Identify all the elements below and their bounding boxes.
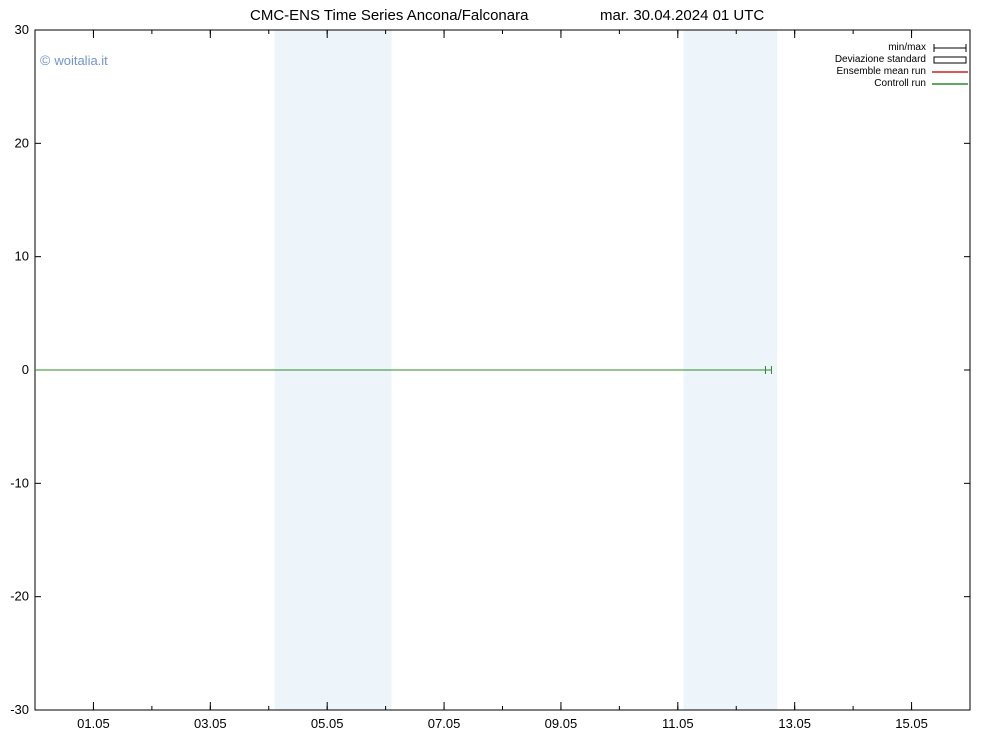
y-tick-label: -20 (10, 589, 29, 604)
x-tick-label: 05.05 (311, 716, 344, 731)
legend-swatch (930, 67, 970, 77)
legend-item: Ensemble mean run (835, 66, 970, 78)
y-tick-label: 0 (22, 362, 29, 377)
x-tick-label: 09.05 (545, 716, 578, 731)
x-tick-label: 15.05 (895, 716, 928, 731)
legend-item: Controll run (835, 78, 970, 90)
legend-swatch (930, 43, 970, 53)
legend: min/maxDeviazione standardEnsemble mean … (835, 42, 970, 90)
legend-label: Controll run (874, 78, 926, 90)
legend-swatch (930, 79, 970, 89)
legend-item: Deviazione standard (835, 54, 970, 66)
x-tick-label: 07.05 (428, 716, 461, 731)
legend-label: min/max (888, 42, 926, 54)
legend-swatch (930, 55, 970, 65)
chart-plot: -30 -20 -10 0 10 20 30 01.05 03.05 05.05 07.05 09.0… (0, 0, 1000, 733)
y-tick-label: 10 (15, 249, 29, 264)
y-tick-label: -10 (10, 475, 29, 490)
x-tick-label: 03.05 (194, 716, 227, 731)
x-tick-label: 01.05 (77, 716, 110, 731)
y-tick-label: 30 (15, 22, 29, 37)
y-tick-label: 20 (15, 135, 29, 150)
x-tick-label: 11.05 (662, 716, 694, 731)
legend-label: Deviazione standard (835, 54, 926, 66)
x-tick-label: 13.05 (778, 716, 811, 731)
y-tick-label: -30 (10, 702, 29, 717)
legend-label: Ensemble mean run (837, 66, 927, 78)
legend-item: min/max (835, 42, 970, 54)
